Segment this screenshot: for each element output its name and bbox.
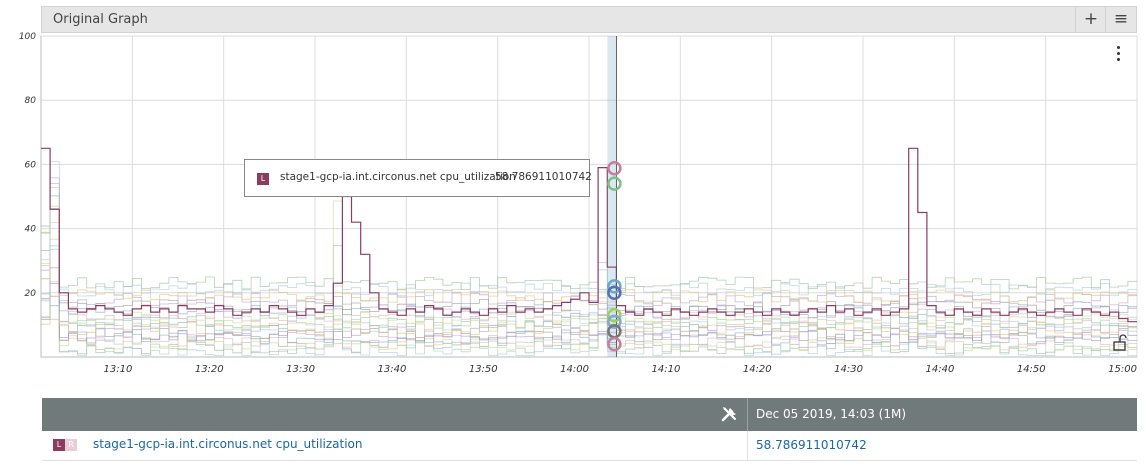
x-tick-label: 14:50 [1017, 364, 1046, 375]
legend-row-divider [747, 431, 748, 460]
tooltip-value: 58.786911010742 [495, 171, 592, 183]
legend-row: L R stage1-gcp-ia.int.circonus.net cpu_u… [42, 431, 1137, 461]
hover-marker [607, 279, 622, 294]
highlighted-series-line [41, 147, 1137, 323]
y-tick-label: 100 [19, 32, 36, 42]
y-tick-label: 40 [25, 225, 37, 235]
hover-marker [607, 308, 622, 323]
hover-marker [607, 314, 622, 329]
graph-title: Original Graph [53, 12, 148, 27]
lock-shackle-icon [1119, 334, 1127, 342]
x-tick-label: 13:30 [286, 364, 315, 375]
legend-metric-link[interactable]: stage1-gcp-ia.int.circonus.net cpu_utili… [93, 437, 363, 451]
y-tick-label: 60 [25, 160, 37, 170]
legend-date: Dec 05 2019, 14:03 (1M) [756, 407, 907, 421]
graph-toolbar: Original Graph + ≡ [41, 6, 1137, 33]
tools-icon[interactable] [720, 404, 740, 424]
background-series-line [41, 269, 1137, 356]
background-series-line [41, 248, 1137, 332]
legend-column-divider [747, 398, 748, 431]
tooltip-series-name: stage1-gcp-ia.int.circonus.net cpu_utili… [280, 171, 516, 183]
hover-band [607, 36, 616, 357]
x-tick-label: 14:10 [652, 364, 681, 375]
y-tick-label: 20 [25, 289, 37, 299]
x-tick-label: 13:50 [469, 364, 498, 375]
y-axis: 20 40 60 80 100 [19, 32, 36, 299]
line-chart[interactable]: 20 40 60 80 100 13:10 13:20 13:30 13:40 13:50 14:… [0, 0, 1146, 395]
x-tick-label: 15:00 [1108, 364, 1137, 375]
background-series-line [41, 183, 1137, 290]
menu-button[interactable]: ≡ [1105, 7, 1136, 32]
x-tick-label: 14:20 [743, 364, 772, 375]
legend-metric-value: 58.786911010742 [756, 438, 867, 452]
x-tick-label: 14:00 [560, 364, 589, 375]
background-series-line [41, 200, 1137, 351]
y-tick-label: 80 [25, 96, 37, 106]
hover-marker [607, 161, 622, 176]
background-series-line [41, 232, 1137, 325]
left-axis-toggle[interactable]: L [53, 439, 65, 451]
x-tick-label: 14:30 [834, 364, 863, 375]
hover-tooltip: L stage1-gcp-ia.int.circonus.net cpu_uti… [244, 159, 592, 197]
hover-marker [607, 336, 622, 352]
hover-markers [607, 36, 1127, 357]
hover-marker [607, 285, 622, 301]
x-tick-label: 13:40 [378, 364, 407, 375]
x-tick-label: 13:20 [195, 364, 224, 375]
highlighted-series [41, 147, 1137, 323]
add-button[interactable]: + [1075, 7, 1106, 32]
hover-marker [607, 176, 622, 191]
x-tick-label: 13:10 [104, 364, 133, 375]
legend-header: Dec 05 2019, 14:03 (1M) [42, 398, 1137, 431]
chart-options-icon[interactable] [1116, 46, 1122, 64]
tooltip-series-marker: L [257, 173, 269, 185]
right-axis-toggle[interactable]: R [65, 439, 77, 451]
x-axis: 13:10 13:20 13:30 13:40 13:50 14:00 14:10 14:20… [104, 364, 1137, 375]
x-tick-label: 14:40 [926, 364, 955, 375]
